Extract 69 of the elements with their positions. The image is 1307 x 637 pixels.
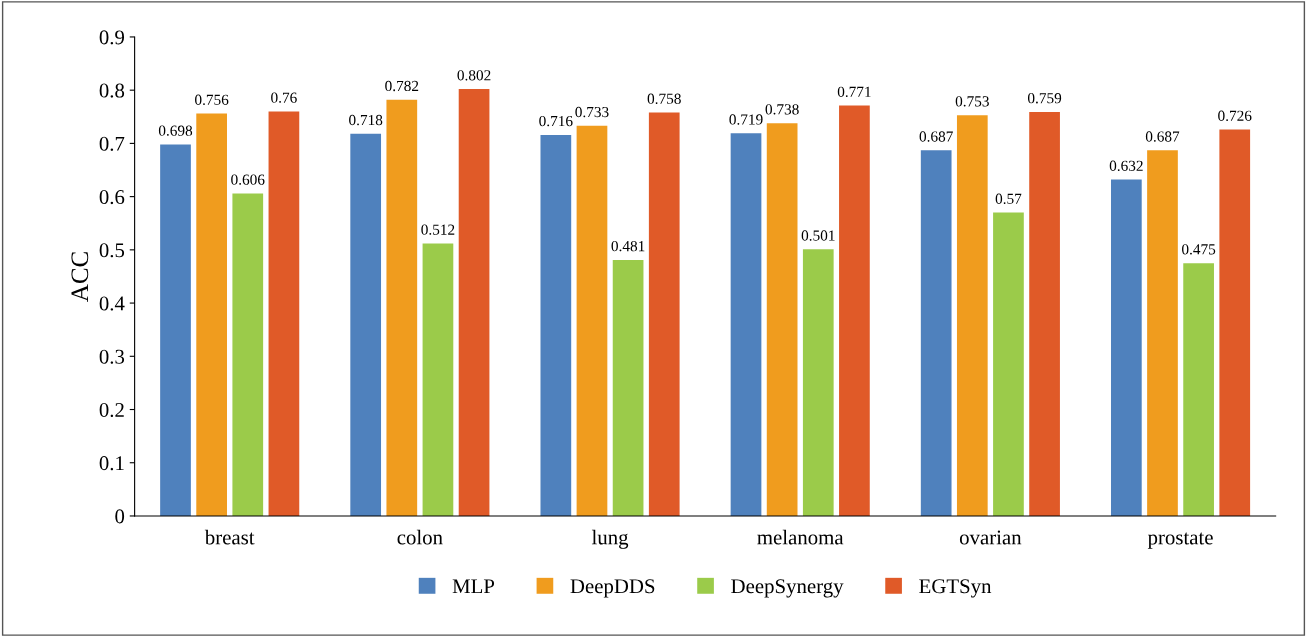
- y-tick-label: 0.2: [99, 402, 124, 418]
- data-label: 0.687: [919, 131, 953, 142]
- data-label: 0.698: [158, 125, 193, 136]
- bar: [648, 112, 680, 516]
- bar: [1183, 263, 1214, 516]
- bar: [730, 133, 762, 516]
- data-label: 0.76: [271, 92, 297, 103]
- y-tick-label: 0.5: [99, 243, 125, 258]
- bar: [920, 150, 952, 516]
- data-label: 0.632: [1109, 160, 1143, 171]
- legend-label: EGTSyn: [919, 579, 992, 598]
- y-tick-label: 0.9: [99, 30, 125, 45]
- legend-label: DeepSynergy: [731, 579, 844, 598]
- bar: [1029, 111, 1060, 516]
- y-tick-label: 0.1: [99, 456, 124, 471]
- data-label: 0.782: [385, 80, 419, 92]
- bar: [802, 249, 834, 516]
- bar: [268, 111, 300, 516]
- data-label: 0.475: [1182, 244, 1216, 255]
- bar: [612, 259, 644, 516]
- bar: [576, 125, 608, 516]
- bar: [232, 193, 264, 516]
- data-label: 0.718: [349, 114, 383, 126]
- data-label: 0.802: [457, 70, 491, 81]
- data-label: 0.759: [1027, 93, 1062, 104]
- bar: [540, 134, 572, 516]
- y-tick-label: 0.8: [99, 83, 125, 98]
- data-label: 0.758: [647, 93, 681, 104]
- x-tick-label: colon: [397, 529, 443, 545]
- data-label: 0.512: [421, 224, 455, 235]
- x-tick-label: prostate: [1147, 532, 1213, 549]
- data-label: 0.716: [539, 115, 573, 127]
- bar: [386, 99, 418, 516]
- bar: [1147, 150, 1178, 516]
- data-label: 0.726: [1218, 110, 1252, 121]
- data-label: 0.756: [195, 94, 229, 105]
- x-tick-label: breast: [204, 529, 255, 545]
- y-axis-title: ACC: [71, 252, 89, 302]
- bar: [196, 113, 227, 516]
- bar: [993, 212, 1024, 516]
- data-label: 0.738: [765, 104, 799, 115]
- bar: [839, 105, 870, 516]
- bar: [160, 144, 191, 516]
- bar: [956, 115, 988, 516]
- legend-label: DeepDDS: [570, 579, 655, 598]
- x-tick-label: melanoma: [757, 529, 844, 545]
- bar: [422, 243, 454, 516]
- bar: [458, 89, 490, 516]
- data-label: 0.687: [1145, 131, 1180, 142]
- y-tick-label: 0.4: [99, 296, 125, 311]
- data-label: 0.733: [575, 106, 609, 118]
- x-tick-label: lung: [591, 529, 629, 549]
- bar: [350, 133, 382, 516]
- data-label: 0.481: [611, 240, 645, 252]
- y-tick-label: 0.6: [99, 189, 125, 205]
- data-label: 0.771: [837, 86, 871, 98]
- data-label: 0.753: [955, 96, 989, 107]
- bar: [1219, 129, 1251, 516]
- legend-label: MLP: [452, 579, 495, 594]
- data-label: 0.57: [995, 193, 1022, 204]
- y-tick-label: 0: [115, 509, 125, 524]
- y-tick-label: 0.7: [99, 136, 125, 151]
- bar: [1110, 179, 1142, 516]
- y-tick-label: 0.3: [99, 349, 125, 364]
- data-label: 0.719: [729, 114, 763, 125]
- data-label: 0.606: [231, 174, 265, 185]
- data-label: 0.501: [801, 230, 835, 241]
- x-tick-label: ovarian: [959, 530, 1022, 545]
- bar: [766, 123, 798, 516]
